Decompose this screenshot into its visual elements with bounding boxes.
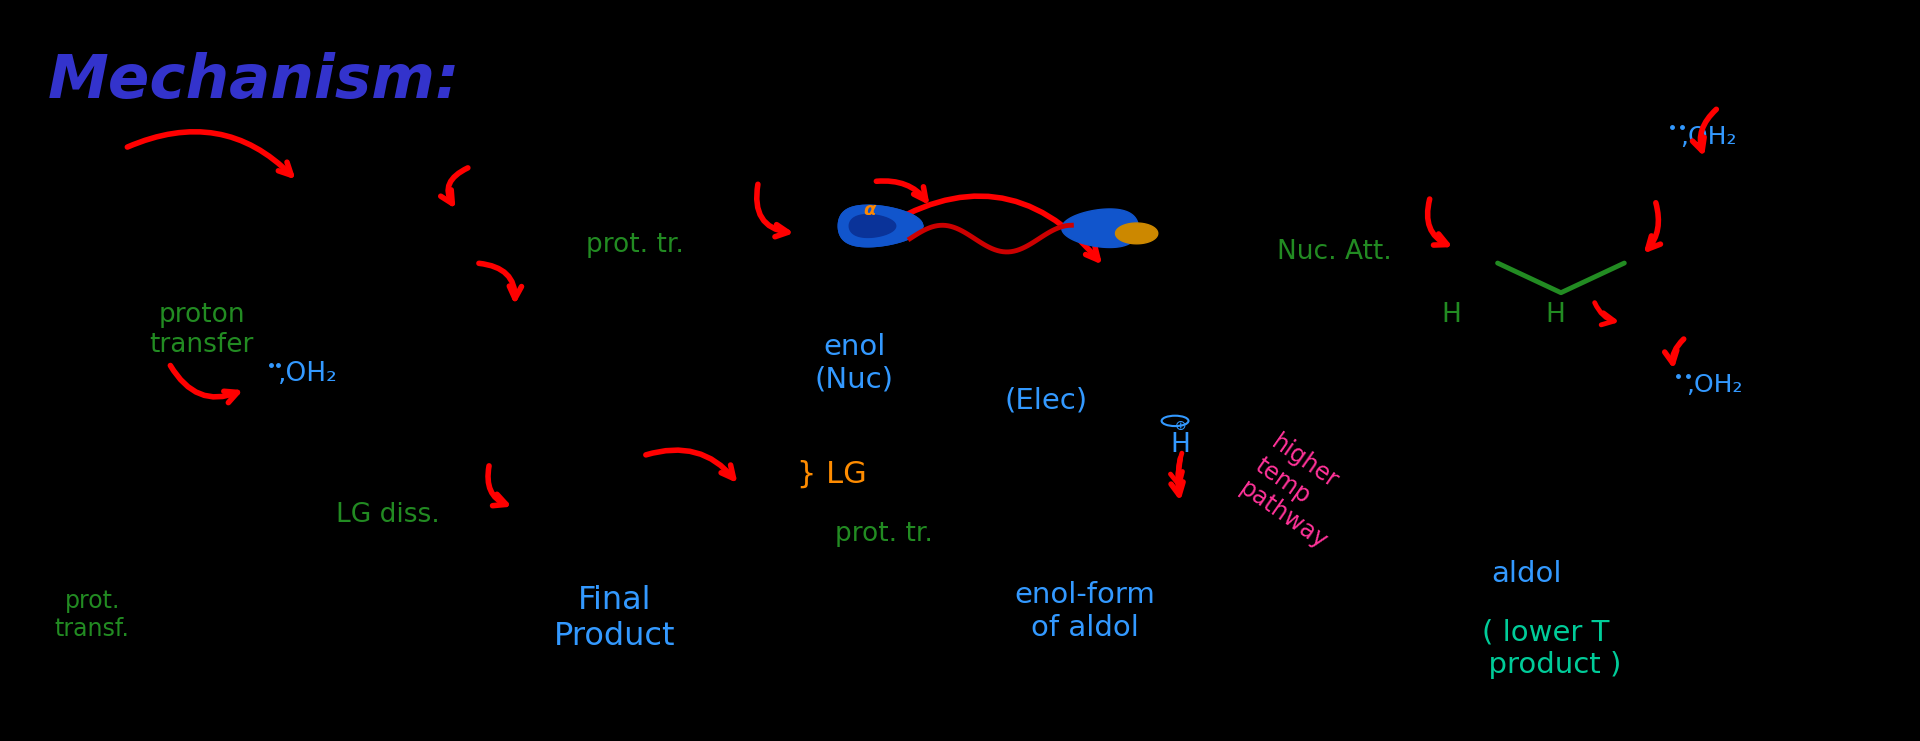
Text: } LG: } LG [797, 459, 866, 489]
Text: ,OH₂: ,OH₂ [1686, 373, 1741, 397]
Text: Final
Product: Final Product [553, 585, 676, 652]
Text: ( lower T
  product ): ( lower T product ) [1471, 618, 1620, 679]
Text: Nuc. Att.: Nuc. Att. [1277, 239, 1392, 265]
Text: higher
temp
pathway: higher temp pathway [1235, 431, 1363, 554]
Text: proton
transfer: proton transfer [150, 302, 253, 358]
Polygon shape [1116, 223, 1158, 244]
Text: Mechanism:: Mechanism: [48, 52, 461, 111]
Text: ,OH₂: ,OH₂ [278, 361, 338, 388]
Text: enol-form
of aldol: enol-form of aldol [1014, 581, 1156, 642]
Polygon shape [1062, 209, 1139, 247]
Text: ⊕: ⊕ [1175, 419, 1187, 433]
Text: α: α [864, 201, 876, 219]
Text: aldol: aldol [1492, 560, 1561, 588]
Polygon shape [849, 215, 897, 237]
Text: prot. tr.: prot. tr. [586, 231, 684, 258]
Text: LG diss.: LG diss. [336, 502, 440, 528]
Text: enol
(Nuc): enol (Nuc) [814, 333, 895, 393]
Text: (Elec): (Elec) [1004, 386, 1089, 414]
Polygon shape [839, 205, 924, 247]
Text: H: H [1546, 302, 1565, 328]
Text: H: H [1171, 431, 1190, 458]
Text: ,OH₂: ,OH₂ [1680, 125, 1736, 149]
Text: prot. tr.: prot. tr. [835, 520, 933, 547]
Text: H: H [1442, 302, 1461, 328]
Text: prot.
transf.: prot. transf. [56, 589, 129, 641]
